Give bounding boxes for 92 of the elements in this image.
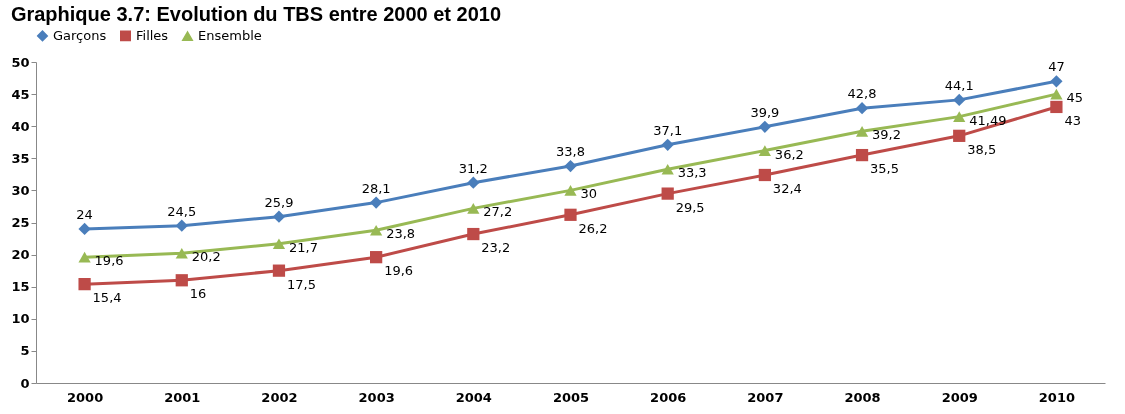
data-label: 35,5 [870,161,899,177]
data-label: 47 [1048,59,1065,75]
point [1050,75,1063,88]
data-label: 23,2 [481,240,511,256]
data-label: 28,1 [361,180,391,196]
point [855,148,869,162]
point [175,274,188,287]
data-label: 36,2 [774,146,804,162]
point [1050,88,1063,100]
y-tick-label: 20 [11,247,30,263]
point [467,203,480,214]
data-label: 41,49 [969,112,1007,128]
point [855,126,869,137]
point [467,227,480,241]
data-label: 16 [189,286,207,302]
x-tick-label: 2010 [1038,389,1075,405]
point [78,222,91,236]
y-tick-label: 30 [11,182,30,198]
data-label: 30 [580,186,598,202]
point [758,168,771,182]
data-label: 44,1 [944,77,974,93]
point [370,251,383,264]
data-label: 19,6 [94,253,124,269]
legend-label: Ensemble [198,28,262,44]
y-tick-label: 10 [11,311,30,327]
y-tick-label: 0 [20,375,30,391]
data-label: 39,9 [750,104,780,120]
x-tick-label: 2006 [650,389,687,405]
x-tick-label: 2004 [455,389,492,405]
data-label: 37,1 [653,122,683,138]
data-label: 39,2 [872,127,901,143]
point [175,248,188,259]
legend-label: Garçons [53,27,107,43]
point [758,145,771,156]
point [953,129,966,142]
x-tick-label: 2009 [941,389,978,405]
point [272,264,286,277]
y-tick-label: 15 [11,279,30,295]
data-label: 25,9 [264,194,294,210]
data-label: 32,4 [772,180,802,196]
point [175,219,188,232]
data-label: 26,2 [578,220,608,236]
point [370,224,383,236]
point [272,238,286,249]
point [564,208,577,221]
x-tick-label: 2008 [844,389,881,405]
point [272,210,286,223]
y-tick-label: 5 [20,343,30,359]
data-label: 15,4 [92,290,122,306]
point [467,176,480,189]
data-label: 33,8 [556,144,585,159]
x-tick-label: 2003 [358,389,395,405]
y-tick-label: 40 [11,118,30,134]
point [1050,100,1063,114]
x-tick-label: 2000 [67,389,104,405]
data-label: 29,5 [675,199,705,215]
point [78,251,91,263]
y-tick-label: 45 [11,86,30,102]
data-label: 20,2 [191,249,221,265]
y-tick-label: 35 [11,150,30,166]
point [661,187,674,200]
data-label: 31,2 [458,160,488,176]
x-tick-label: 2005 [552,389,590,405]
data-label: 24,5 [167,203,197,219]
data-label: 45 [1066,90,1083,106]
data-label: 33,3 [677,165,707,181]
x-tick-label: 2007 [747,389,784,405]
point [78,278,91,291]
point [953,111,966,122]
data-label: 19,6 [384,263,414,279]
x-tick-label: 2001 [164,389,201,405]
point [661,163,674,175]
chart-title: Graphique 3.7: Evolution du TBS entre 2000 et 2010 [10,3,502,25]
y-tick-label: 25 [11,215,30,230]
data-label: 23,8 [386,226,416,242]
data-label: 21,7 [288,239,318,255]
point [661,138,674,151]
data-label: 43 [1064,112,1081,128]
x-tick-label: 2002 [261,389,298,405]
data-label: 38,5 [967,141,997,157]
point [953,93,966,106]
point [758,120,771,133]
legend-label: Filles [136,27,169,43]
data-label: 27,2 [483,204,513,220]
data-label: 42,8 [847,86,877,102]
point [855,102,869,115]
data-label: 17,5 [286,276,316,292]
y-tick-label: 50 [11,54,30,70]
data-label: 24 [76,206,93,222]
point [370,196,383,209]
point [564,159,577,173]
point [564,185,577,196]
